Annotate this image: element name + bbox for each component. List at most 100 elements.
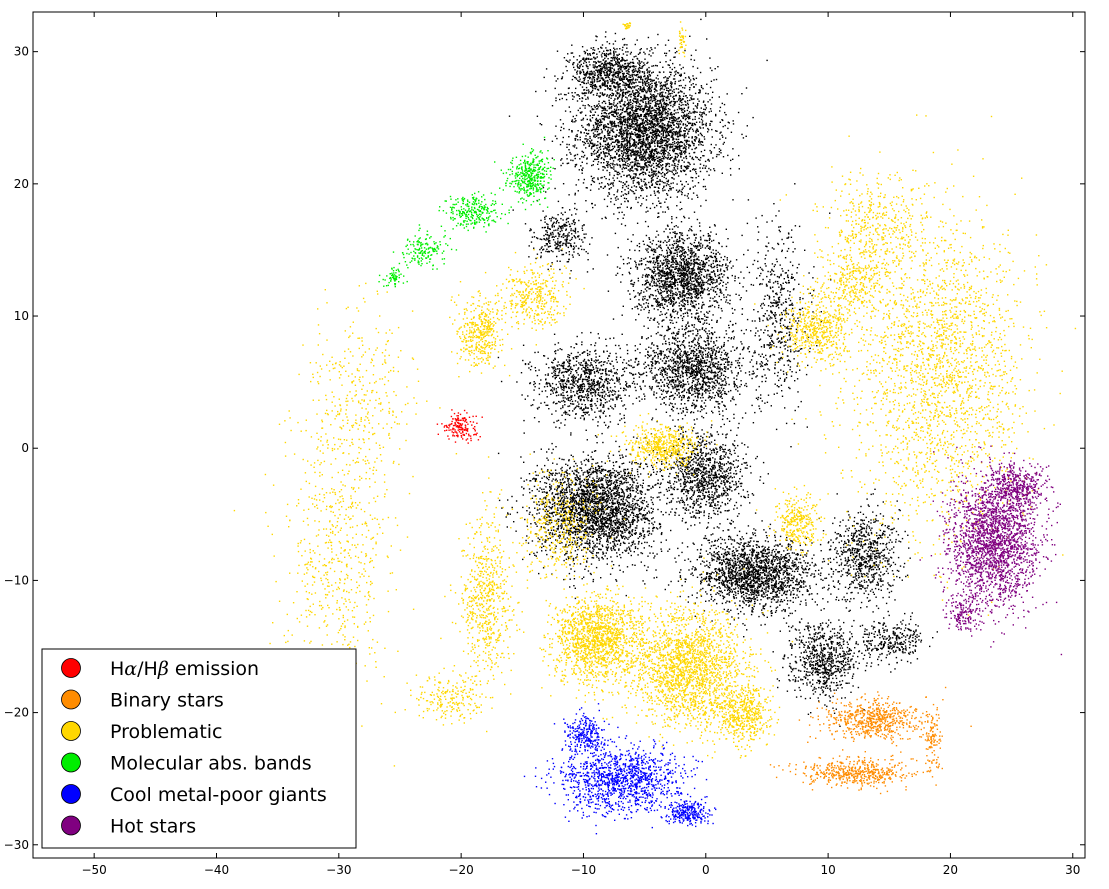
data-point — [612, 94, 614, 96]
data-point — [617, 112, 619, 114]
data-point — [677, 120, 679, 123]
data-point — [597, 161, 600, 163]
data-point — [699, 167, 701, 169]
data-point — [719, 110, 721, 112]
data-point — [586, 118, 588, 121]
data-point — [685, 135, 687, 137]
data-point — [741, 133, 743, 136]
data-point — [587, 89, 590, 91]
data-point — [662, 164, 664, 166]
data-point — [639, 145, 642, 148]
data-point — [673, 163, 676, 165]
data-point — [582, 57, 585, 59]
data-point — [671, 116, 673, 118]
data-point — [712, 91, 714, 93]
data-point — [580, 165, 582, 167]
data-point — [607, 105, 609, 108]
data-point — [656, 140, 659, 142]
data-point — [576, 94, 578, 96]
data-point — [541, 491, 544, 493]
data-point — [606, 152, 608, 154]
data-point — [593, 56, 595, 59]
data-point — [607, 195, 609, 197]
data-point — [667, 154, 669, 156]
data-point — [676, 122, 678, 125]
data-point — [609, 78, 611, 81]
data-point — [672, 142, 674, 144]
data-point — [648, 171, 651, 173]
data-point — [673, 119, 675, 121]
data-point — [692, 192, 695, 194]
data-point — [632, 90, 634, 92]
data-point — [613, 115, 615, 117]
data-point — [610, 156, 612, 159]
data-point — [700, 143, 702, 146]
data-point — [597, 149, 600, 151]
data-point — [580, 71, 582, 73]
data-point — [649, 70, 651, 72]
data-point — [659, 156, 661, 158]
data-point — [642, 173, 645, 176]
data-point — [655, 148, 657, 150]
data-point — [626, 206, 628, 208]
data-point — [642, 98, 644, 100]
data-point — [655, 150, 658, 152]
data-point — [572, 115, 574, 118]
data-point — [669, 185, 671, 188]
data-point — [616, 484, 619, 487]
data-point — [577, 139, 579, 141]
data-point — [627, 80, 629, 82]
data-point — [676, 135, 679, 137]
data-point — [725, 137, 727, 139]
data-point — [615, 62, 617, 65]
data-point — [651, 65, 653, 67]
data-point — [634, 110, 636, 112]
data-point — [603, 112, 605, 114]
data-point — [689, 115, 691, 118]
data-point — [620, 175, 622, 178]
data-point — [573, 56, 575, 58]
data-point — [601, 83, 603, 85]
data-point — [665, 52, 668, 55]
data-point — [695, 172, 698, 175]
data-point — [600, 138, 602, 140]
data-point — [627, 101, 630, 103]
data-point — [721, 134, 723, 137]
data-point — [538, 501, 540, 503]
data-point — [622, 185, 624, 187]
data-point — [616, 134, 618, 137]
data-point — [619, 457, 622, 459]
data-point — [641, 67, 643, 69]
data-point — [605, 217, 607, 219]
data-point — [625, 167, 627, 169]
data-point — [598, 51, 601, 53]
data-point — [533, 517, 536, 519]
data-point — [678, 135, 680, 137]
data-point — [637, 105, 639, 108]
data-point — [626, 154, 629, 157]
data-point — [632, 106, 634, 109]
data-point — [610, 201, 612, 203]
data-point — [684, 84, 687, 87]
data-point — [680, 130, 682, 132]
data-point — [572, 121, 574, 123]
data-point — [678, 131, 680, 133]
data-point — [566, 475, 568, 477]
data-point — [659, 180, 661, 182]
data-point — [647, 98, 650, 100]
data-point — [585, 75, 587, 77]
data-point — [658, 126, 660, 128]
data-point — [624, 111, 626, 113]
data-point — [610, 67, 612, 69]
data-point — [650, 155, 652, 157]
data-point — [594, 84, 596, 86]
data-point — [625, 161, 627, 164]
data-point — [579, 111, 582, 114]
data-point — [711, 120, 713, 123]
data-point — [640, 129, 642, 132]
data-point — [633, 144, 635, 146]
data-point — [674, 142, 676, 145]
data-point — [669, 59, 672, 61]
data-point — [643, 151, 646, 153]
data-point — [685, 155, 687, 157]
